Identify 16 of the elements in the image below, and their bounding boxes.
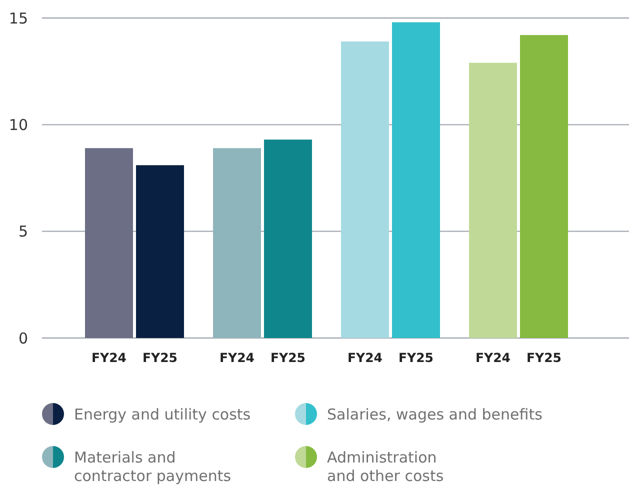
legend-label: Administration and other costs	[327, 448, 444, 485]
y-tick-label: 10	[8, 116, 28, 134]
x-tick-label: FY25	[398, 350, 434, 365]
x-tick-label: FY25	[142, 350, 178, 365]
legend-label: Materials and contractor payments	[74, 448, 232, 485]
x-tick-label: FY24	[348, 350, 383, 365]
x-tick-label: FY25	[270, 350, 306, 365]
x-tick-label: FY24	[92, 350, 127, 365]
x-tick-label: FY24	[220, 350, 255, 365]
y-tick-label: 5	[18, 222, 28, 241]
x-tick-label: FY25	[526, 350, 562, 365]
legend-label: Energy and utility costs	[74, 405, 251, 424]
y-tick-label: 15	[8, 9, 28, 28]
legend-label: Salaries, wages and benefits	[327, 405, 543, 424]
x-tick-label: FY24	[476, 350, 511, 365]
y-tick-label: 0	[18, 329, 28, 348]
